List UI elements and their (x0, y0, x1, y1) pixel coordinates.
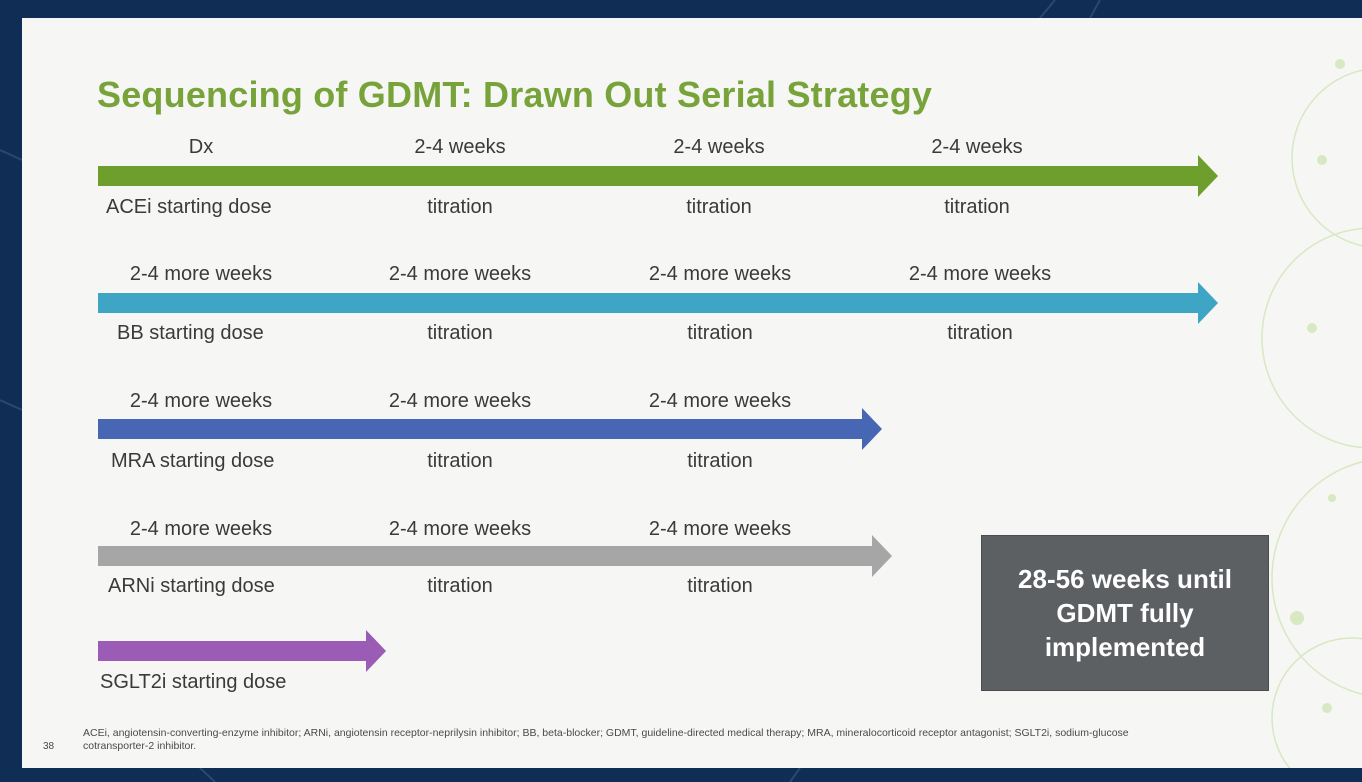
sglt2i-timeline-arrow (98, 630, 386, 672)
titration-label: titration (686, 196, 752, 218)
arni-timeline-arrow (98, 535, 892, 577)
bb-starting-dose-label: BB starting dose (117, 322, 264, 344)
page-number: 38 (43, 741, 55, 752)
mra-starting-dose-label: MRA starting dose (111, 450, 275, 472)
row-acei-above-label: Dx (188, 136, 214, 158)
titration-label: titration (947, 322, 1013, 344)
row-bb-above-label: 2-4 more weeks (388, 263, 532, 285)
row-acei-above-label: 2-4 weeks (931, 136, 1023, 158)
row-mra-above-label: 2-4 more weeks (648, 390, 792, 412)
bb-timeline-arrow (98, 282, 1218, 324)
abbreviations-footnote: ACEi, angiotensin-converting-enzyme inhi… (83, 727, 1129, 752)
sglt2i-starting-dose-label: SGLT2i starting dose (100, 671, 287, 693)
slide: Sequencing of GDMT: Drawn Out Serial Str… (22, 18, 1362, 768)
titration-label: titration (427, 322, 493, 344)
row-arni-above-label: 2-4 more weeks (129, 518, 273, 540)
acei-timeline-arrow (98, 155, 1218, 197)
row-arni-above-label: 2-4 more weeks (648, 518, 792, 540)
slide-title: Sequencing of GDMT: Drawn Out Serial Str… (97, 74, 933, 115)
acei-starting-dose-label: ACEi starting dose (106, 196, 272, 218)
row-mra-above-label: 2-4 more weeks (388, 390, 532, 412)
titration-label: titration (687, 575, 753, 597)
duration-callout-box: 28-56 weeks until GDMT fully implemented (981, 535, 1269, 691)
titration-label: titration (944, 196, 1010, 218)
row-mra-above-label: 2-4 more weeks (129, 390, 273, 412)
duration-callout-text: 28-56 weeks until GDMT fully implemented (1018, 564, 1232, 662)
network-decoration (1261, 59, 1362, 768)
titration-label: titration (687, 322, 753, 344)
titration-label: titration (687, 450, 753, 472)
row-acei-above-label: 2-4 weeks (414, 136, 506, 158)
row-bb-above-label: 2-4 more weeks (648, 263, 792, 285)
titration-label: titration (427, 196, 493, 218)
row-acei-above-label: 2-4 weeks (673, 136, 765, 158)
row-arni-above-label: 2-4 more weeks (388, 518, 532, 540)
row-bb-above-label: 2-4 more weeks (908, 263, 1052, 285)
row-bb-above-label: 2-4 more weeks (129, 263, 273, 285)
titration-label: titration (427, 575, 493, 597)
mra-timeline-arrow (98, 408, 882, 450)
arni-starting-dose-label: ARNi starting dose (108, 575, 275, 597)
titration-label: titration (427, 450, 493, 472)
